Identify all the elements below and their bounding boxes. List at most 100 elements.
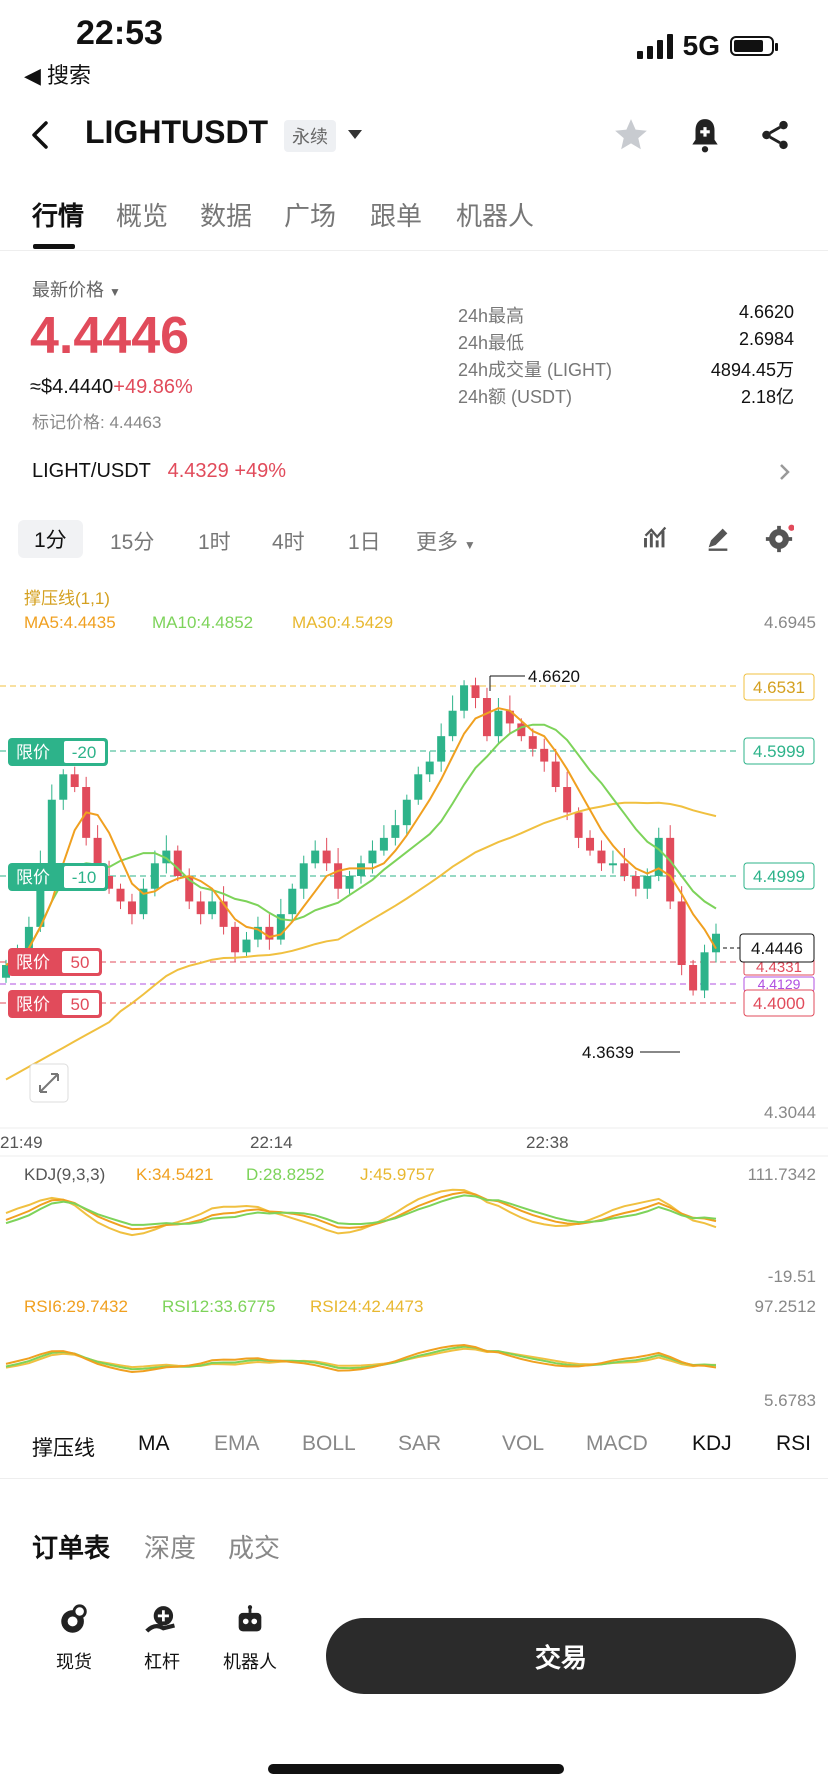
chart-svg[interactable]: 撑压线(1,1) MA5:4.4435 MA10:4.4852 MA30:4.5… [0, 576, 828, 1416]
tab-underline [33, 244, 75, 249]
ind-macd[interactable]: MACD [586, 1432, 648, 1455]
candle-body [528, 736, 537, 749]
robot-icon [238, 1605, 262, 1632]
spot-change: +49% [234, 460, 287, 482]
latest-price-label[interactable]: 最新价格 ▼ [32, 280, 121, 300]
candle-body [116, 888, 125, 902]
chevron-down-icon[interactable] [348, 130, 362, 139]
ind-ema[interactable]: EMA [214, 1432, 260, 1455]
candle-body [265, 926, 274, 940]
candle-body [24, 926, 33, 953]
candle-body [93, 837, 102, 877]
ma30-line [5, 801, 717, 1081]
svg-text:4.4129: 4.4129 [758, 976, 801, 992]
limit-order-tag[interactable]: 限价 -10 [8, 863, 108, 891]
alert-bell-icon[interactable] [686, 116, 724, 154]
ind-rsi[interactable]: RSI [776, 1432, 812, 1455]
draw-tool-icon[interactable] [704, 524, 732, 552]
tab-copy-trade[interactable]: 跟单 [370, 201, 423, 231]
bot-button[interactable]: 机器人 [210, 1600, 290, 1674]
pair-title[interactable]: LIGHTUSDT [85, 114, 269, 150]
expand-icon[interactable] [29, 1063, 69, 1103]
svg-text:4.4331: 4.4331 [756, 959, 802, 976]
ind-sar[interactable]: SAR [398, 1432, 442, 1455]
ind-vol[interactable]: VOL [502, 1432, 545, 1455]
back-to-app-link[interactable]: ◀ 搜索 [24, 63, 92, 88]
candle-body [437, 736, 446, 762]
svg-text:限价: 限价 [16, 743, 50, 762]
margin-icon [145, 1606, 175, 1633]
limit-order-tag[interactable]: 限价 50 [8, 990, 102, 1018]
candle-body [162, 850, 171, 864]
price-tag: 4.4331 [743, 958, 815, 976]
candle-body [677, 901, 686, 966]
margin-button[interactable]: 杠杆 [122, 1600, 202, 1674]
tab-order-book[interactable]: 订单表 [32, 1533, 111, 1563]
candle-body [288, 888, 297, 915]
timeframe-more[interactable]: 更多 ▼ [416, 531, 476, 554]
candlestick-chart-area[interactable]: 撑压线(1,1) MA5:4.4435 MA10:4.4852 MA30:4.5… [0, 576, 828, 1416]
price-tag: 4.4129 [743, 976, 815, 992]
ind-boll[interactable]: BOLL [302, 1432, 356, 1455]
status-time: 22:53 [76, 14, 163, 52]
timeframe-1h[interactable]: 1时 [198, 531, 231, 554]
candle-body [70, 774, 79, 788]
kdj-max: 111.7342 [748, 1165, 816, 1184]
ma5-label: MA5:4.4435 [24, 613, 116, 632]
spot-pair-row[interactable]: LIGHT/USDT 4.4329 +49% [32, 460, 792, 483]
candle-body [620, 863, 629, 877]
candle-body [643, 876, 652, 889]
nav-header: LIGHTUSDT 永续 [0, 104, 828, 168]
ind-support-resistance[interactable]: 撑压线 [32, 1437, 95, 1460]
tab-bots[interactable]: 机器人 [456, 201, 535, 231]
rsi-min: 5.6783 [764, 1391, 816, 1410]
candle-body [448, 710, 457, 737]
trade-button[interactable]: 交易 [326, 1618, 796, 1694]
tab-trades[interactable]: 成交 [228, 1533, 281, 1563]
rsi6-line [5, 1343, 717, 1374]
candle-body [357, 863, 365, 877]
share-icon[interactable] [758, 118, 792, 152]
indicator-icon[interactable] [642, 524, 670, 552]
usd-price: ≈$4.4440+49.86% [30, 376, 193, 398]
timeframe-4h[interactable]: 4时 [272, 531, 305, 554]
candle-body [540, 748, 549, 762]
timeframe-1m[interactable]: 1分 [18, 520, 83, 558]
support-resistance-label: 撑压线(1,1) [24, 589, 110, 608]
kdj-j-label: J:45.9757 [360, 1165, 435, 1184]
spot-button[interactable]: 现货 [34, 1600, 114, 1674]
x-axis-label: 21:49 [0, 1133, 43, 1152]
timeframe-15m[interactable]: 15分 [110, 531, 155, 554]
candle-body [311, 850, 320, 864]
candle-body [276, 914, 285, 940]
candle-body [127, 901, 136, 915]
kdj-j-line [5, 1188, 717, 1237]
tab-market[interactable]: 行情 [32, 201, 85, 231]
limit-order-tag[interactable]: 限价 50 [8, 948, 102, 976]
ind-ma[interactable]: MA [138, 1432, 170, 1455]
candle-body [185, 876, 194, 902]
svg-text:-20: -20 [72, 743, 97, 762]
tab-overview[interactable]: 概览 [116, 201, 169, 231]
price-tag: 4.5999 [743, 737, 815, 765]
bot-label: 机器人 [223, 1652, 277, 1672]
limit-order-tag[interactable]: 限价 -20 [8, 738, 108, 766]
back-arrow-icon[interactable] [26, 120, 56, 150]
price-tag: 4.4000 [743, 989, 815, 1017]
tab-depth[interactable]: 深度 [144, 1533, 197, 1563]
price-tag: 4.4999 [743, 862, 815, 890]
candle-body [402, 799, 411, 826]
candle-body [299, 863, 308, 889]
tab-square[interactable]: 广场 [284, 201, 337, 231]
rsi-max: 97.2512 [755, 1297, 816, 1316]
ind-kdj[interactable]: KDJ [692, 1432, 732, 1455]
battery-icon [730, 36, 778, 56]
tab-data[interactable]: 数据 [200, 201, 253, 231]
svg-text:4.4999: 4.4999 [753, 867, 805, 886]
star-icon[interactable] [612, 116, 650, 154]
candle-body [47, 799, 56, 864]
timeframe-1d[interactable]: 1日 [348, 531, 381, 554]
settings-gear-icon[interactable] [764, 524, 794, 554]
home-indicator [268, 1764, 564, 1774]
candle-body [689, 965, 698, 991]
